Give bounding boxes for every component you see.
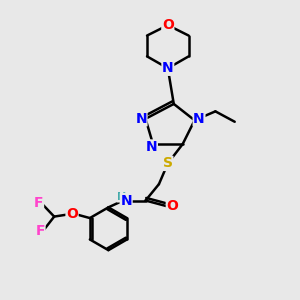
Text: N: N	[193, 112, 205, 126]
Text: O: O	[66, 207, 78, 220]
Text: O: O	[162, 18, 174, 32]
Text: H: H	[117, 192, 126, 202]
Text: O: O	[167, 200, 178, 214]
Text: S: S	[163, 156, 173, 170]
Text: N: N	[162, 61, 174, 75]
Text: N: N	[146, 140, 157, 154]
Text: N: N	[135, 112, 147, 126]
Text: F: F	[35, 224, 45, 239]
Text: F: F	[34, 196, 43, 210]
Text: N: N	[120, 194, 132, 208]
